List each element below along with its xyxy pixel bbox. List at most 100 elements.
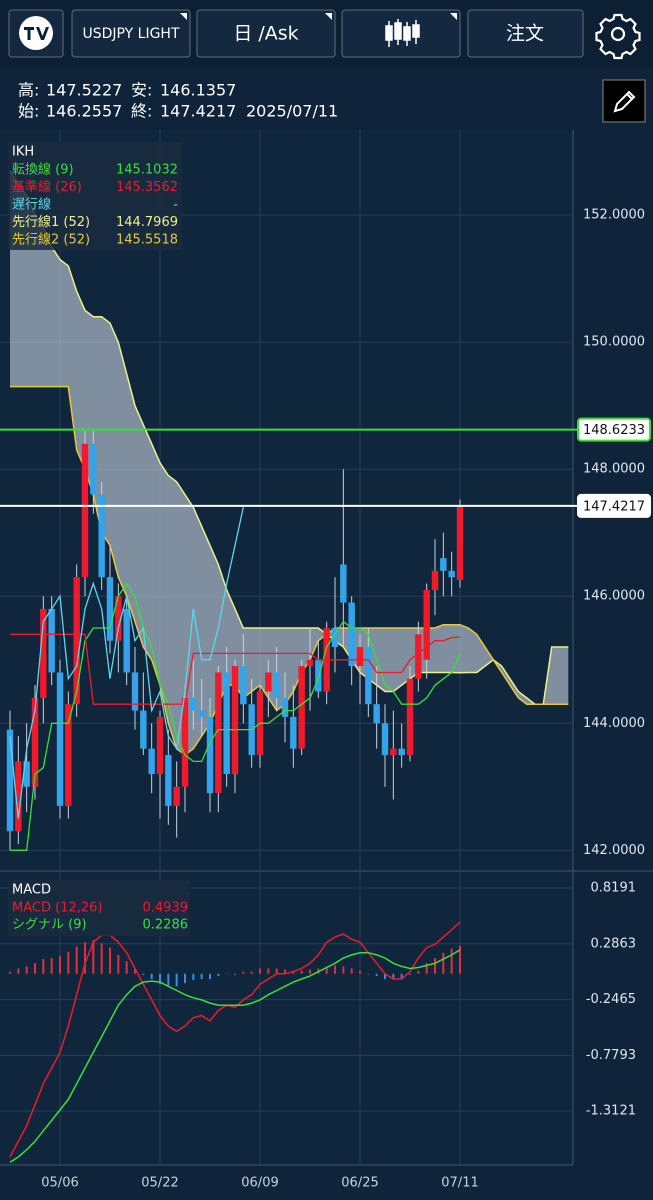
candle-body [198,710,205,717]
histogram-bar [67,951,70,974]
legend-box [8,142,182,250]
price-label: 148.6233 [583,423,645,438]
histogram-bar [25,966,28,974]
legend-name: 先行線1 (52) [12,214,90,230]
y-tick-label: 148.0000 [583,462,645,477]
histogram-bar [259,968,261,974]
ohlc-info: 高: 147.5227 安: 146.1357 始: 146.2557 終: 1… [18,81,338,121]
candle-body [106,577,114,641]
candle-body [440,558,447,571]
indicator-line [10,633,461,705]
histogram-bar [42,959,45,974]
histogram-bar [392,973,395,979]
candle-body [348,602,355,667]
symbol-label: USDJPY LIGHT [82,26,179,42]
histogram-bar [217,973,220,976]
candle-body [423,589,430,660]
date-value: 2025/07/11 [246,102,338,121]
histogram-bar [192,973,195,981]
histogram-bar [409,973,411,975]
candle-body [240,666,247,705]
symbol-button[interactable]: USDJPY LIGHT [71,9,191,58]
candle-body [73,577,80,705]
legend-name: 基準線 (26) [12,179,82,195]
y-tick-label: 0.8191 [591,880,637,895]
candle-body [6,729,14,832]
candle-body [223,672,230,775]
histogram-bar [50,958,53,974]
candle-body [448,570,455,578]
y-tick-label: 0.2863 [591,936,637,951]
candle-body [15,761,22,832]
candle-body [281,697,289,717]
histogram-bar [367,973,370,975]
candle-body [390,748,397,756]
histogram-bar [400,973,403,978]
order-label: 注文 [506,23,544,45]
histogram-bar [9,971,11,974]
settings-button[interactable] [595,13,641,60]
timeframe-label: 日 /Ask [233,23,298,45]
candle-body [173,786,180,806]
order-button[interactable]: 注文 [467,9,584,58]
high-label: 高: [18,81,39,100]
candle-body [365,647,372,705]
y-tick-label: 150.0000 [583,335,645,350]
histogram-bar [242,971,245,974]
histogram-bar [425,963,428,974]
candle-body [56,672,64,806]
price-label: 147.4217 [583,499,645,514]
histogram-bar [384,973,386,979]
histogram-bar [375,973,378,976]
histogram-bar [200,973,203,979]
candle-body [398,748,405,756]
candle-body [206,716,214,794]
x-tick-label: 05/06 [41,1176,78,1191]
candle-body [340,564,347,603]
edit-button[interactable] [602,79,646,123]
macd-line [9,949,461,1163]
candle-body [23,761,30,787]
histogram-bar [342,966,345,974]
histogram-bar [117,954,120,974]
histogram-bar [184,973,186,984]
high-value: 147.5227 [46,81,122,100]
candle-body [123,608,130,673]
close-label: 終: [131,102,152,121]
candle-body [298,666,305,749]
candle-body [140,710,147,749]
chart-type-button[interactable] [341,9,461,58]
histogram-bar [109,947,111,974]
candle-body [306,659,314,667]
y-tick-label: 146.0000 [583,589,645,604]
candle-body [81,443,89,578]
histogram-bar [142,973,145,975]
y-tick-label: -0.7793 [586,1048,636,1063]
candle-body [431,570,439,590]
close-value: 147.4217 [160,102,236,121]
y-tick-label: -0.2465 [586,992,636,1007]
legend-title: IKH [12,145,34,160]
low-value: 146.1357 [160,81,236,100]
x-tick-label: 06/25 [341,1176,378,1191]
indicator-line [10,582,461,851]
histogram-bar [159,973,161,985]
y-tick-label: 152.0000 [583,208,645,223]
histogram-bar [434,958,436,974]
x-tick-label: 07/11 [441,1176,478,1191]
histogram-bar [359,970,361,974]
candle-body [165,755,172,806]
candle-body [98,494,105,578]
timeframe-button[interactable]: 日 /Ask [196,9,336,58]
candle-body [456,505,464,580]
histogram-bar [350,968,353,974]
candle-body [406,678,414,756]
legend-value: 145.1032 [116,163,178,178]
histogram-bar [134,968,136,974]
candle-body [290,716,297,749]
logo-button[interactable] [8,9,64,58]
histogram-bar [17,968,20,974]
candle-body [415,634,422,679]
legend-value: 144.7969 [116,215,178,230]
